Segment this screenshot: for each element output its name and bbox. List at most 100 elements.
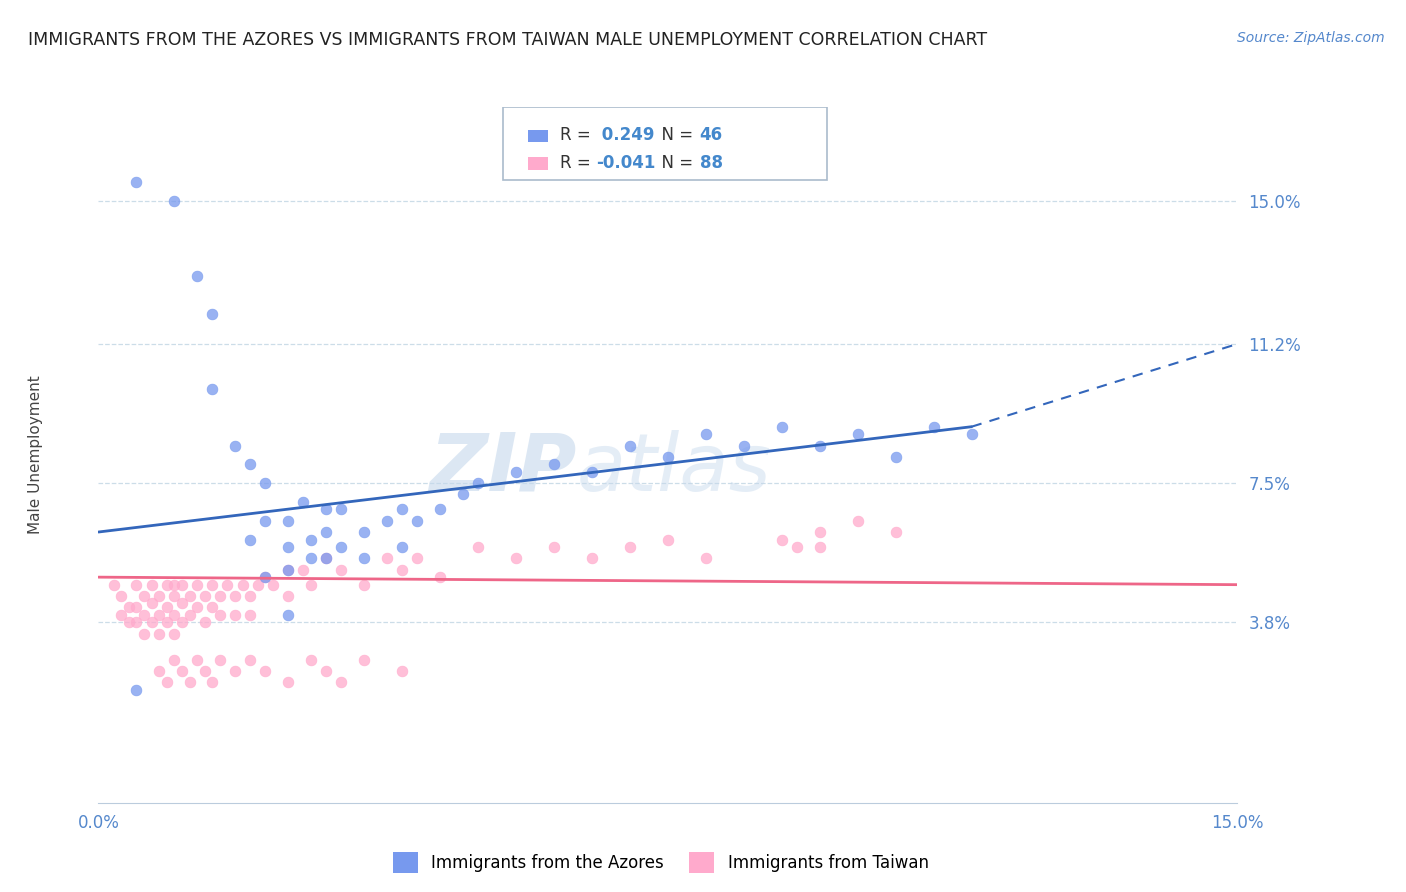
Point — [163, 577, 186, 591]
Point — [315, 551, 337, 566]
Point — [315, 502, 337, 516]
Point — [201, 675, 224, 690]
Point — [277, 514, 299, 528]
Point — [125, 175, 148, 189]
Point — [315, 664, 337, 678]
Point — [375, 514, 398, 528]
Point — [224, 607, 246, 622]
Point — [239, 458, 262, 472]
Point — [156, 577, 179, 591]
Point — [239, 533, 262, 547]
Point — [148, 589, 170, 603]
Point — [254, 570, 277, 584]
Point — [208, 653, 231, 667]
Point — [186, 653, 208, 667]
Point — [156, 675, 179, 690]
Point — [170, 597, 193, 611]
Point — [179, 607, 201, 622]
Point — [770, 533, 793, 547]
Point — [262, 577, 284, 591]
Point — [543, 458, 565, 472]
Point — [808, 524, 831, 539]
Point — [543, 540, 565, 554]
Point — [299, 577, 322, 591]
Point — [254, 514, 277, 528]
Text: N =: N = — [651, 154, 699, 172]
Point — [330, 675, 353, 690]
Point — [239, 607, 262, 622]
Point — [277, 563, 299, 577]
Point — [330, 563, 353, 577]
Point — [292, 563, 315, 577]
Point — [118, 615, 141, 630]
Point — [179, 675, 201, 690]
Point — [581, 465, 603, 479]
Point — [201, 600, 224, 615]
Point — [141, 597, 163, 611]
Point — [292, 495, 315, 509]
Point — [125, 600, 148, 615]
Point — [194, 664, 217, 678]
Point — [132, 589, 155, 603]
Point — [186, 577, 208, 591]
Point — [110, 589, 132, 603]
Point — [299, 653, 322, 667]
Point — [299, 533, 322, 547]
Point — [141, 577, 163, 591]
Point — [156, 615, 179, 630]
Point — [884, 524, 907, 539]
Point — [581, 551, 603, 566]
Point — [246, 577, 269, 591]
Point — [770, 419, 793, 434]
Point — [125, 615, 148, 630]
Point — [277, 563, 299, 577]
Point — [808, 438, 831, 452]
Point — [125, 683, 148, 698]
Point — [170, 615, 193, 630]
Point — [733, 438, 755, 452]
Point — [353, 524, 375, 539]
Point — [277, 589, 299, 603]
Point — [194, 615, 217, 630]
Point — [208, 607, 231, 622]
Point — [179, 589, 201, 603]
Point — [315, 524, 337, 539]
Point — [808, 540, 831, 554]
Point — [695, 551, 717, 566]
Point — [429, 570, 451, 584]
Point — [406, 551, 429, 566]
Point — [619, 438, 641, 452]
Point — [353, 653, 375, 667]
Point — [467, 540, 489, 554]
FancyBboxPatch shape — [503, 107, 827, 180]
Point — [406, 514, 429, 528]
Point — [451, 487, 474, 501]
Point — [141, 615, 163, 630]
Point — [299, 551, 322, 566]
Text: 88: 88 — [700, 154, 723, 172]
Point — [429, 502, 451, 516]
Point — [695, 427, 717, 442]
Point — [846, 514, 869, 528]
Point — [163, 589, 186, 603]
Text: Source: ZipAtlas.com: Source: ZipAtlas.com — [1237, 31, 1385, 45]
Point — [254, 476, 277, 491]
Text: 0.249: 0.249 — [596, 126, 655, 145]
Point — [391, 664, 413, 678]
Point — [786, 540, 808, 554]
Point — [163, 626, 186, 640]
FancyBboxPatch shape — [527, 129, 548, 142]
Point — [132, 626, 155, 640]
Point — [208, 589, 231, 603]
Point — [375, 551, 398, 566]
Point — [505, 465, 527, 479]
Point — [163, 653, 186, 667]
Legend: Immigrants from the Azores, Immigrants from Taiwan: Immigrants from the Azores, Immigrants f… — [387, 846, 935, 880]
Point — [170, 664, 193, 678]
Point — [960, 427, 983, 442]
Point — [467, 476, 489, 491]
Text: N =: N = — [651, 126, 699, 145]
Point — [884, 450, 907, 464]
Point — [194, 589, 217, 603]
Point — [125, 577, 148, 591]
